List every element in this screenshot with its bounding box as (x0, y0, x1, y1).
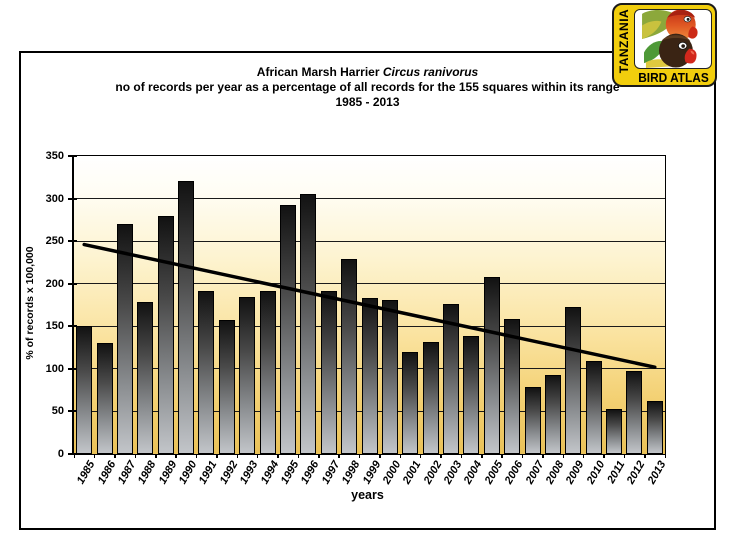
y-tick-150 (68, 325, 77, 328)
bar-2010 (585, 361, 602, 454)
x-tick-3 (134, 454, 137, 458)
chart-title-main: African Marsh Harrier (256, 65, 383, 79)
bar-2013 (646, 401, 663, 454)
bar-1995 (279, 204, 296, 454)
x-tick-22 (521, 454, 524, 458)
x-tick-12 (318, 454, 320, 458)
x-tick-24 (562, 454, 565, 458)
x-tick-14 (358, 454, 361, 458)
bar-2001 (402, 351, 419, 454)
y-tick-label-200: 200 (45, 277, 64, 290)
x-tick-5 (175, 454, 177, 458)
x-axis-title: years (351, 488, 384, 502)
bar-1993 (239, 296, 256, 454)
y-tick-50 (68, 410, 77, 413)
y-tick-350 (68, 155, 77, 157)
x-tick-16 (399, 454, 402, 458)
x-tick-6 (195, 454, 198, 458)
x-tick-15 (379, 454, 381, 458)
y-axis-title: % of records x 100,000 (24, 246, 36, 360)
bar-1987 (116, 224, 133, 454)
y-tick-250 (68, 240, 77, 243)
x-tick-0 (73, 454, 75, 458)
bar-2000 (381, 299, 398, 454)
bar-2007 (524, 386, 541, 454)
x-tick-8 (236, 454, 239, 458)
bar-2003 (443, 304, 460, 454)
logo-name-label: BIRD ATLAS (638, 71, 709, 85)
x-tick-7 (216, 454, 218, 458)
x-tick-13 (338, 454, 340, 458)
y-tick-label-0: 0 (57, 448, 64, 460)
chart-title-block: African Marsh Harrier Circus ranivorus n… (19, 65, 716, 110)
gridline-300 (74, 198, 665, 200)
chart-subtitle: no of records per year as a percentage o… (115, 80, 620, 94)
x-tick-2 (114, 454, 116, 458)
x-tick-11 (297, 454, 300, 458)
x-tick-1 (93, 454, 96, 458)
x-tick-29 (664, 454, 666, 458)
x-tick-9 (256, 454, 259, 458)
x-tick-4 (155, 454, 157, 458)
tanzania-bird-atlas-logo: TANZANIA (612, 3, 717, 87)
x-tick-26 (603, 454, 605, 458)
bar-2004 (463, 335, 480, 454)
y-tick-label-350: 350 (45, 150, 64, 162)
trend-line (82, 242, 657, 369)
y-tick-label-100: 100 (45, 362, 64, 375)
y-tick-0 (68, 453, 77, 455)
bar-1986 (96, 343, 113, 454)
x-tick-28 (644, 454, 646, 458)
bar-1999 (361, 298, 378, 454)
x-tick-17 (419, 454, 422, 458)
bar-1991 (198, 290, 215, 454)
bar-2006 (504, 319, 521, 454)
y-tick-label-250: 250 (45, 235, 64, 248)
bar-1992 (218, 320, 235, 454)
gridline-200 (74, 283, 665, 285)
plot-area: 0 50 100 150 200 250 300 350 1985 1986 1987 1988 198… (46, 150, 669, 486)
bar-1988 (137, 302, 154, 454)
y-tick-label-300: 300 (45, 192, 64, 205)
logo-birds-panel (634, 9, 712, 69)
chart-period: 1985 - 2013 (335, 95, 400, 109)
bar-2012 (626, 371, 643, 454)
y-tick-300 (68, 197, 77, 200)
bar-2011 (606, 408, 623, 454)
x-tick-10 (277, 454, 279, 458)
chart-title: African Marsh Harrier Circus ranivorus (19, 65, 716, 80)
x-tick-23 (542, 454, 544, 458)
x-tick-27 (623, 454, 626, 458)
bar-2008 (544, 374, 561, 454)
bar-1998 (341, 259, 358, 454)
x-tick-25 (582, 454, 585, 458)
x-tick-19 (460, 454, 463, 458)
bar-1989 (157, 215, 174, 454)
bar-1994 (259, 290, 276, 454)
x-tick-18 (440, 454, 442, 458)
gridline-250 (74, 240, 665, 242)
logo-country-label: TANZANIA (617, 8, 631, 74)
y-tick-200 (68, 282, 77, 285)
x-tick-21 (501, 454, 503, 458)
y-tick-100 (68, 367, 77, 370)
bar-1985 (76, 326, 93, 454)
chart-title-species: Circus ranivorus (382, 65, 479, 79)
x-tick-20 (481, 454, 483, 458)
bar-1990 (178, 180, 195, 454)
bar-1996 (300, 194, 317, 454)
bar-2002 (422, 342, 439, 454)
bar-2009 (565, 306, 582, 454)
bar-1997 (320, 291, 337, 454)
y-tick-label-50: 50 (51, 405, 64, 418)
lovebirds-illustration (642, 10, 698, 68)
y-tick-label-150: 150 (45, 320, 64, 333)
bar-2005 (483, 276, 500, 454)
